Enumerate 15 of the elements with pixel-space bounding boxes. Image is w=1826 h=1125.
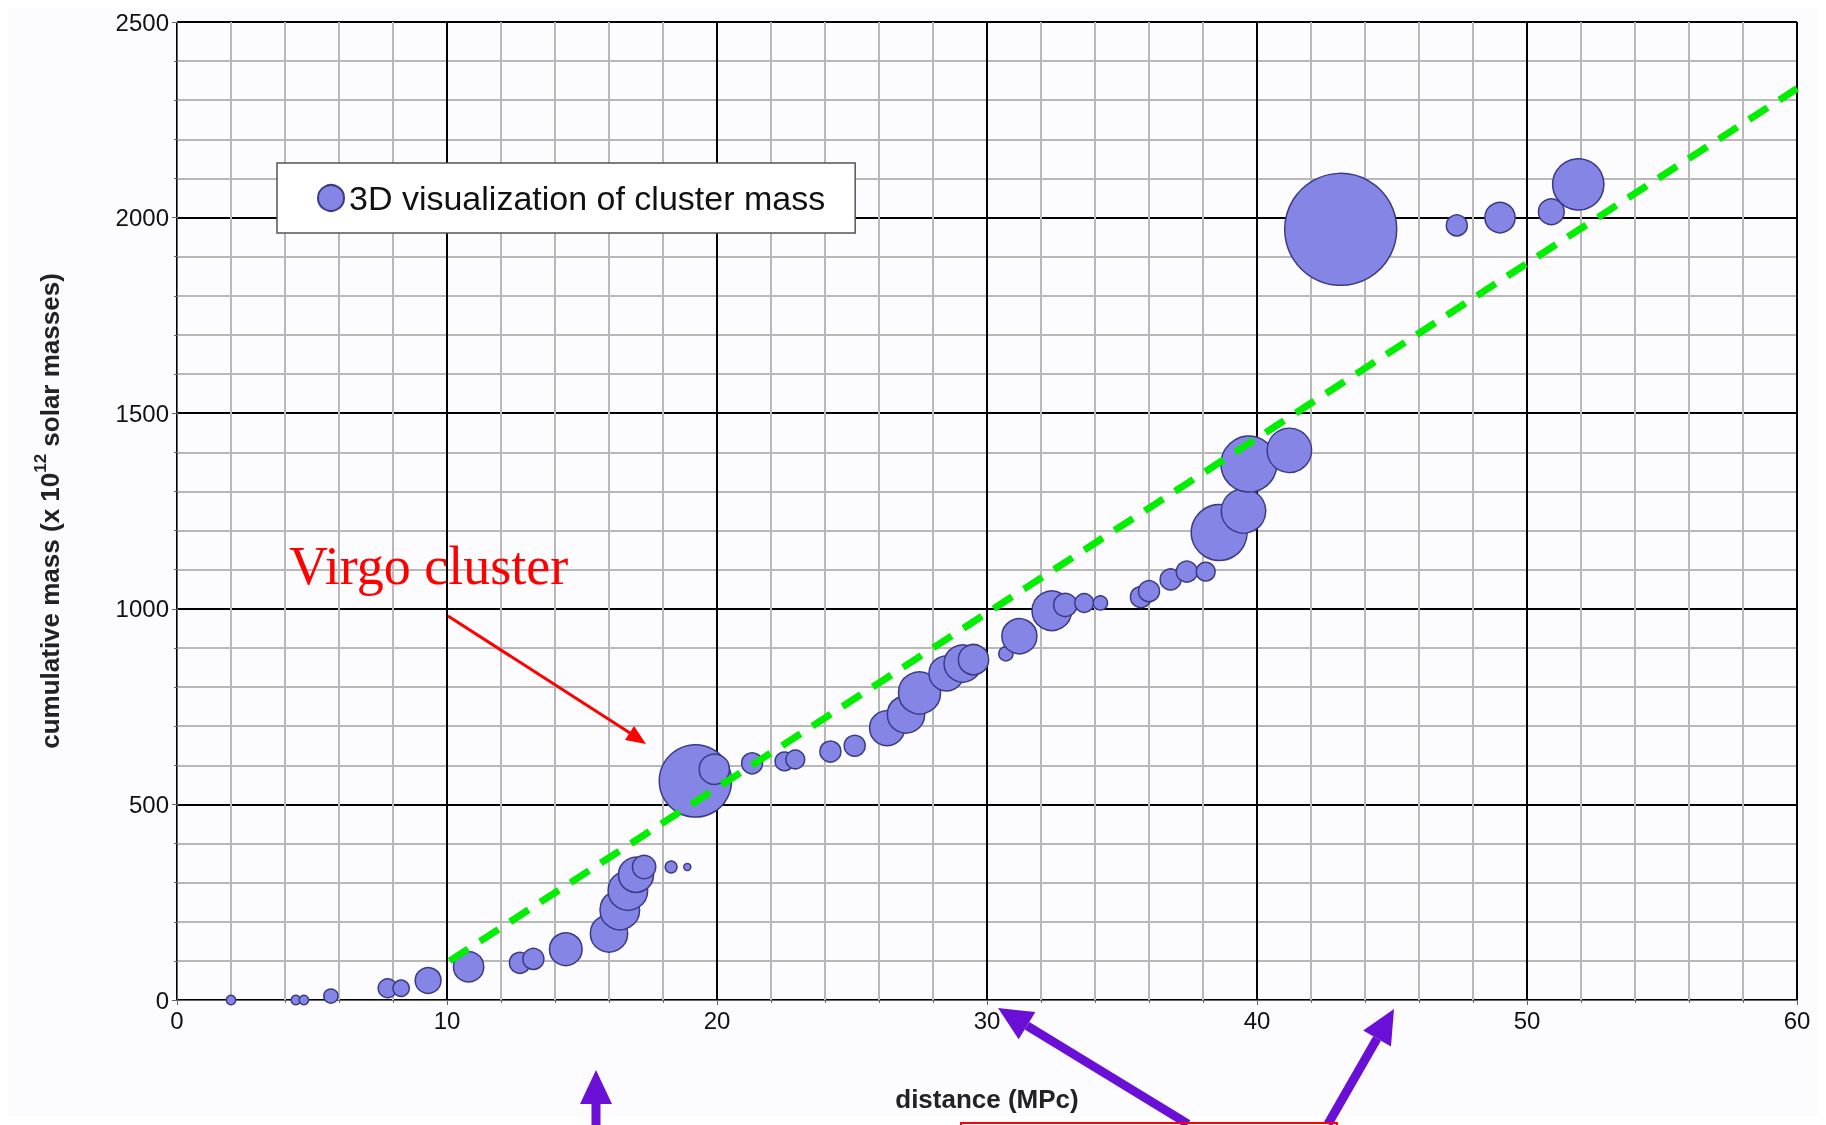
x-tick-label: 30	[973, 1006, 1001, 1034]
y-tick-label: 2000	[115, 204, 169, 232]
y-tick-label: 500	[128, 790, 169, 818]
x-tick-label: 20	[703, 1006, 731, 1034]
y-axis-title: cumulative mass (x 1012 solar masses)	[31, 273, 65, 749]
x-tick-label: 40	[1243, 1006, 1271, 1034]
x-tick-label: 50	[1513, 1006, 1541, 1034]
y-tick-label: 2500	[115, 8, 169, 36]
y-tick-label: 1000	[115, 595, 169, 623]
x-axis-title: distance (MPc)	[895, 1084, 1079, 1114]
y-tick-label: 0	[155, 986, 169, 1014]
legend-label: 3D visualization of cluster mass	[349, 179, 826, 217]
x-tick-label: 10	[433, 1006, 461, 1034]
x-tick-label: 60	[1783, 1006, 1811, 1034]
y-tick-label: 1500	[115, 399, 169, 427]
